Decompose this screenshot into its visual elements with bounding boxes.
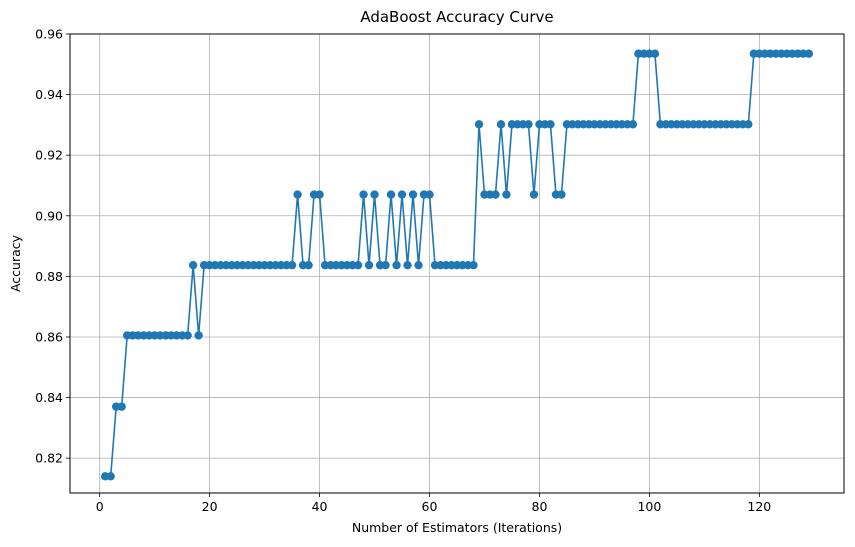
- data-point: [502, 190, 511, 199]
- x-tick-label: 40: [312, 499, 328, 514]
- x-tick-label: 0: [96, 499, 104, 514]
- data-point: [392, 260, 401, 270]
- data-point: [425, 190, 434, 199]
- y-axis-label: Accuracy: [8, 234, 23, 292]
- data-point: [304, 260, 313, 270]
- data-point: [496, 120, 506, 129]
- ticks: 0 20 40 60 80 100 120 0.82 0.84 0.86 0.88 0.90 0.92 0…: [35, 27, 771, 515]
- data-point: [194, 331, 203, 340]
- data-point: [287, 260, 297, 270]
- data-point: [381, 260, 390, 270]
- data-point: [557, 190, 566, 199]
- data-point: [403, 260, 412, 270]
- x-tick-label: 80: [532, 499, 548, 514]
- y-tick-label: 0.96: [35, 27, 63, 42]
- data-point: [315, 190, 324, 199]
- data-point: [183, 331, 192, 340]
- data-point: [359, 190, 368, 199]
- data-point: [386, 190, 396, 199]
- y-tick-label: 0.92: [35, 148, 63, 163]
- data-point: [353, 260, 363, 270]
- data-point: [744, 120, 753, 129]
- data-point: [469, 260, 478, 270]
- plot-frame: [69, 33, 845, 494]
- y-tick-label: 0.86: [35, 329, 63, 344]
- data-point: [524, 120, 533, 129]
- data-point: [293, 190, 302, 199]
- chart-title: AdaBoost Accuracy Curve: [360, 8, 553, 26]
- x-tick-label: 100: [637, 499, 661, 514]
- y-tick-label: 0.88: [35, 269, 63, 284]
- x-tick-label: 20: [202, 499, 218, 514]
- y-tick-label: 0.90: [35, 208, 63, 223]
- x-tick-label: 120: [747, 499, 771, 514]
- grid: [70, 33, 844, 493]
- data-point: [546, 120, 555, 129]
- data-point: [408, 190, 418, 199]
- data-point: [117, 402, 126, 411]
- data-point: [804, 49, 814, 58]
- data-point: [397, 190, 407, 199]
- y-tick-label: 0.84: [35, 390, 63, 405]
- data-point: [628, 120, 638, 129]
- y-tick-label: 0.82: [35, 451, 63, 466]
- data-point: [491, 190, 500, 199]
- data-point: [188, 260, 198, 270]
- series-layer: [100, 49, 814, 481]
- x-axis-label: Number of Estimators (Iterations): [352, 520, 562, 535]
- data-point: [414, 260, 423, 270]
- data-point: [650, 49, 660, 58]
- data-point: [106, 472, 115, 481]
- x-tick-label: 60: [422, 499, 438, 514]
- y-tick-label: 0.94: [35, 87, 63, 102]
- data-point: [370, 190, 379, 199]
- data-point: [364, 260, 374, 270]
- data-point: [474, 120, 484, 129]
- data-point: [529, 190, 539, 199]
